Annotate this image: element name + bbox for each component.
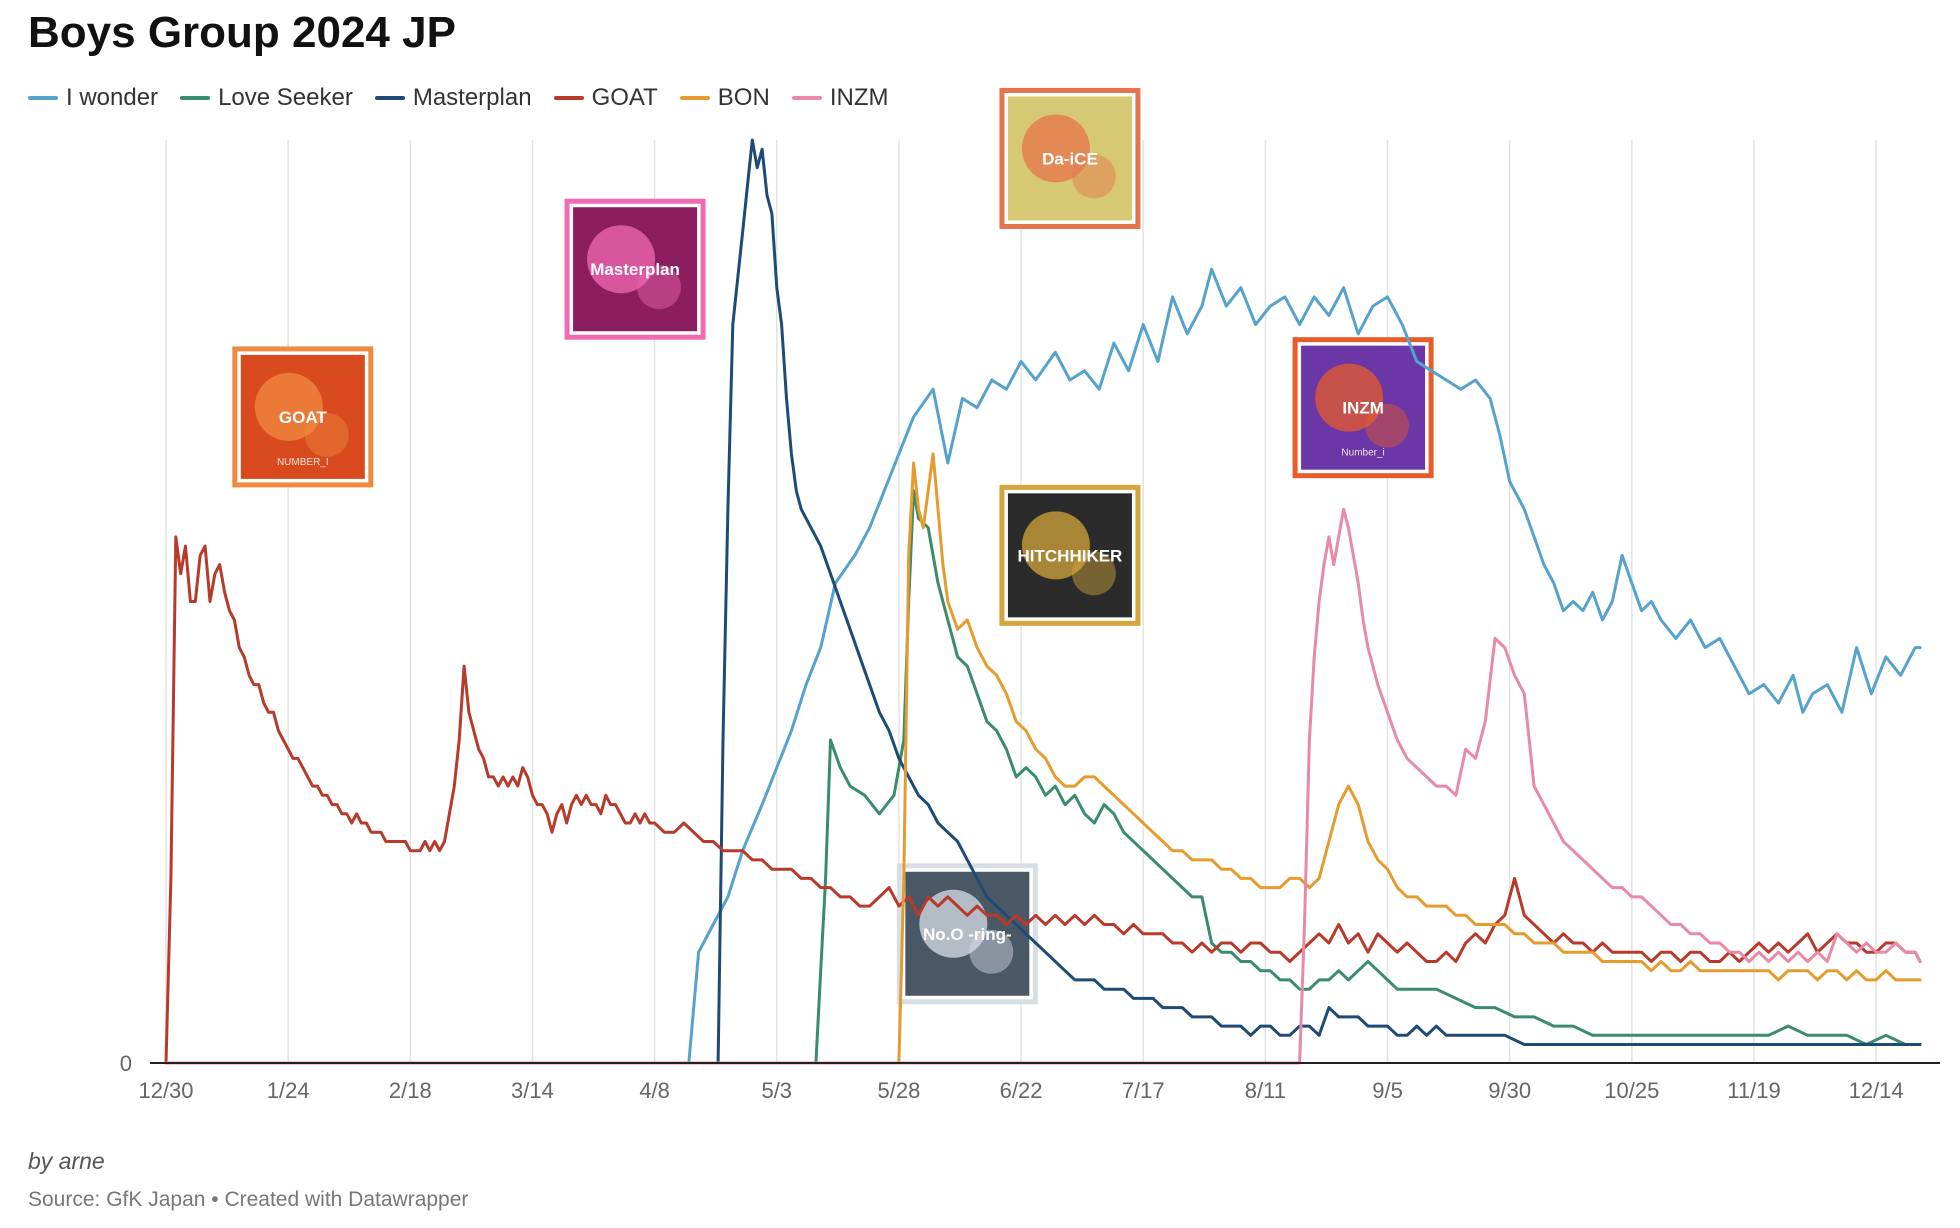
legend-label: Love Seeker xyxy=(218,84,353,111)
x-tick-label: 3/14 xyxy=(511,1078,554,1103)
series-line-masterplan xyxy=(164,138,1922,1065)
x-tick-label: 6/22 xyxy=(1000,1078,1043,1103)
x-tick-label: 9/5 xyxy=(1372,1078,1403,1103)
legend-item: Love Seeker xyxy=(180,84,353,112)
legend-swatch xyxy=(28,96,58,100)
axes: 12/30 1/24 2/18 3/14 4/8 5/3 5/28 6/22 7/17 8/11 9… xyxy=(120,1051,1940,1103)
album-cover-image: HITCHHIKER xyxy=(999,484,1141,626)
album-cover-image: GOAT NUMBER_I xyxy=(232,346,374,488)
y-tick-label: 0 xyxy=(120,1051,132,1076)
legend-label: INZM xyxy=(829,84,889,111)
chart-title: Boys Group 2024 JP xyxy=(28,8,456,57)
legend-item: BON xyxy=(679,84,770,112)
series-line-love-seeker xyxy=(164,489,1922,1065)
album-cover-image: Masterplan xyxy=(564,198,706,340)
legend-swatch xyxy=(679,96,710,100)
album-cover-image: INZM Number_i xyxy=(1292,337,1434,479)
legend-swatch xyxy=(791,96,822,100)
legend-label: I wonder xyxy=(66,84,159,111)
legend-swatch xyxy=(374,96,405,100)
legend-label: GOAT xyxy=(591,84,658,111)
legend: I wonder Love Seeker Masterplan GOAT BON INZM xyxy=(28,84,910,112)
x-tick-label: 10/25 xyxy=(1604,1078,1659,1103)
x-tick-label: 4/8 xyxy=(639,1078,670,1103)
legend-label: Masterplan xyxy=(412,84,532,111)
x-tick-label: 7/17 xyxy=(1122,1078,1165,1103)
album-cover-subtitle: NUMBER_I xyxy=(277,457,329,468)
legend-item: GOAT xyxy=(553,84,658,112)
series-line-inzm xyxy=(164,507,1922,1065)
legend-item: Masterplan xyxy=(374,84,532,112)
series-line-i-wonder xyxy=(164,267,1922,1065)
album-cover-image: No.O -ring- xyxy=(896,863,1038,1005)
album-cover-title: GOAT xyxy=(279,408,327,427)
series-line-goat xyxy=(164,535,1922,1065)
album-cover-subtitle: Number_i xyxy=(1341,448,1384,459)
x-tick-label: 9/30 xyxy=(1488,1078,1531,1103)
x-tick-label: 1/24 xyxy=(267,1078,310,1103)
album-cover-title: HITCHHIKER xyxy=(1018,546,1123,565)
album-cover-title: No.O -ring- xyxy=(923,925,1012,944)
legend-item: INZM xyxy=(791,84,889,112)
legend-swatch xyxy=(180,96,211,100)
x-tick-label: 2/18 xyxy=(389,1078,432,1103)
series-line-bon xyxy=(164,452,1922,1065)
legend-item: I wonder xyxy=(28,84,158,112)
x-tick-label: 12/30 xyxy=(138,1078,193,1103)
byline: by arne xyxy=(28,1148,105,1174)
album-cover-title: Da-iCE xyxy=(1042,149,1098,168)
album-cover-title: Masterplan xyxy=(590,260,680,279)
x-tick-label: 12/14 xyxy=(1849,1078,1904,1103)
x-tick-label: 11/19 xyxy=(1727,1078,1780,1103)
album-cover-image: Da-iCE xyxy=(999,87,1141,229)
x-tick-label: 5/3 xyxy=(761,1078,792,1103)
series-lines xyxy=(164,138,1922,1065)
legend-label: BON xyxy=(717,84,770,111)
album-covers: GOAT NUMBER_I Masterplan Da-iCE HITCHHIKER IN… xyxy=(232,87,1434,1005)
source-note: Source: GfK Japan • Created with Datawra… xyxy=(28,1188,469,1211)
album-cover-title: INZM xyxy=(1342,399,1384,418)
x-tick-label: 8/11 xyxy=(1245,1078,1286,1103)
legend-swatch xyxy=(553,96,584,100)
x-tick-label: 5/28 xyxy=(878,1078,921,1103)
